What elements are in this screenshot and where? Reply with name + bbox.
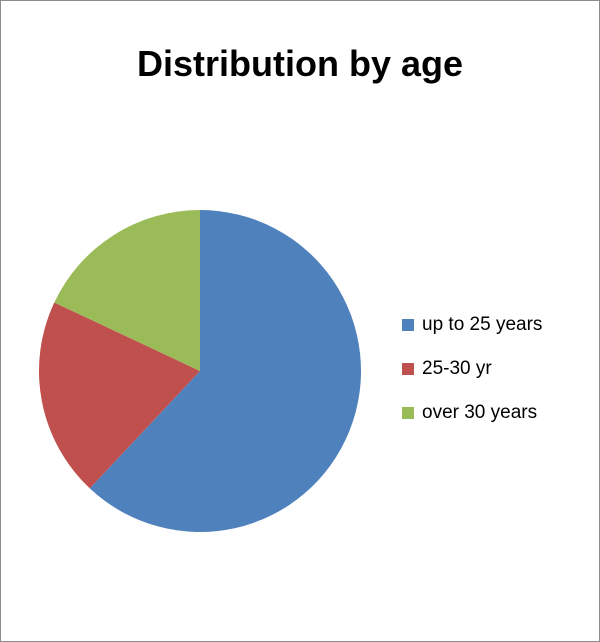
legend-swatch	[402, 407, 414, 419]
legend-item-over-30: over 30 years	[402, 400, 542, 426]
legend-label: 25-30 yr	[422, 358, 492, 379]
legend: up to 25 years 25-30 yr over 30 years	[402, 312, 542, 444]
pie-slice-3	[54, 210, 200, 371]
legend-label: up to 25 years	[422, 314, 543, 335]
legend-label: over 30 years	[422, 402, 538, 423]
legend-item-up-to-25: up to 25 years	[402, 312, 542, 338]
chart-title: Distribution by age	[136, 43, 464, 84]
pie-slice-2	[38, 302, 200, 489]
legend-item-25-30: 25-30 yr	[402, 356, 542, 382]
legend-swatch	[402, 319, 414, 331]
pie-slice-1	[89, 210, 362, 532]
legend-swatch	[402, 363, 414, 375]
